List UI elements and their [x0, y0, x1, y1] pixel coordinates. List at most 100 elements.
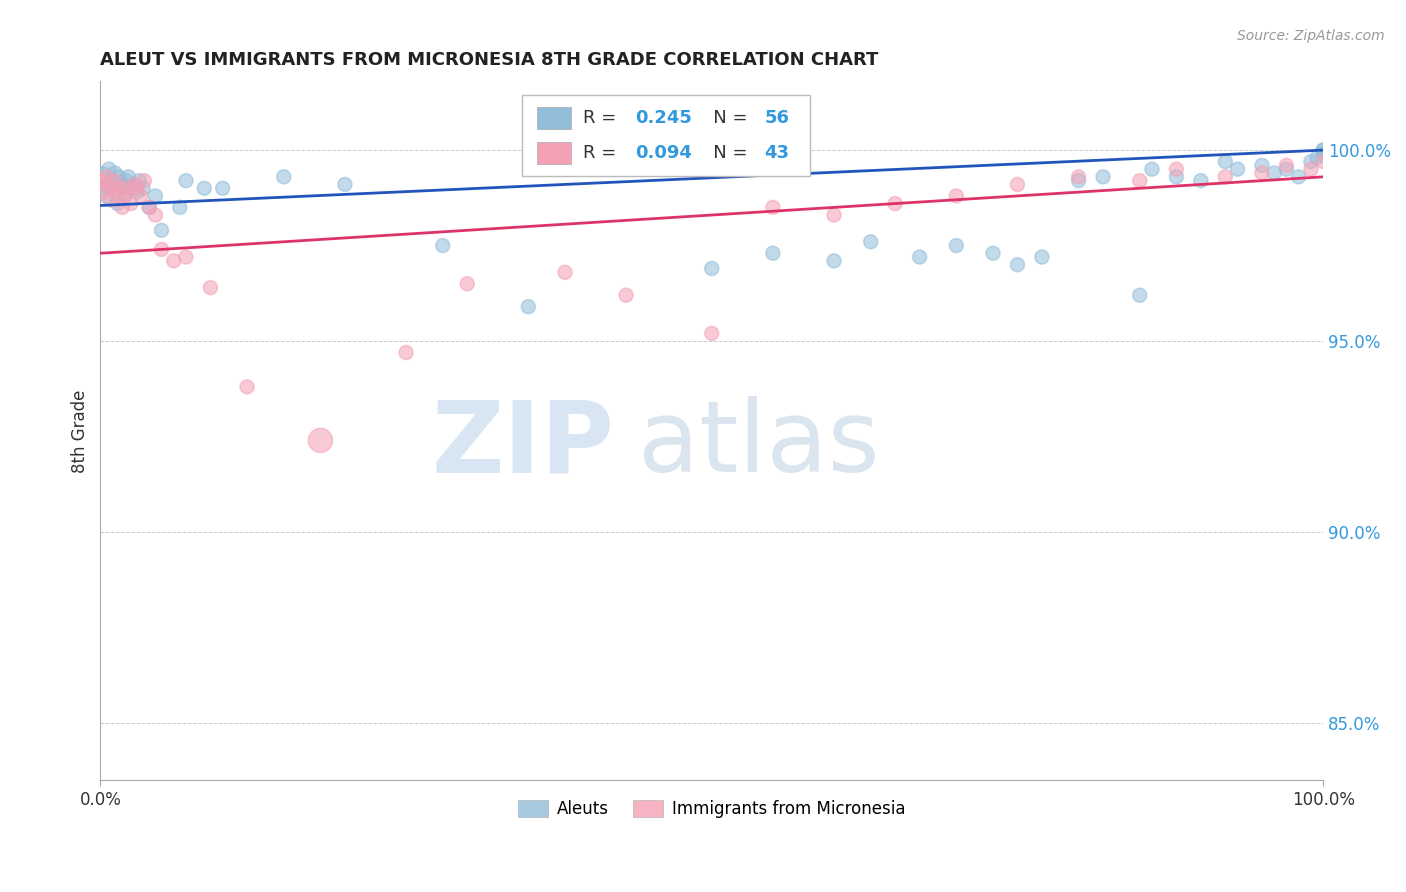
Point	[1275, 158, 1298, 172]
Point	[200, 280, 222, 294]
Text: 0.245: 0.245	[634, 109, 692, 127]
Point	[1166, 162, 1188, 177]
Point	[1129, 174, 1152, 188]
Point	[1226, 162, 1249, 177]
Point	[193, 181, 215, 195]
Point	[150, 243, 173, 257]
Point	[104, 166, 127, 180]
Point	[163, 253, 186, 268]
Point	[884, 196, 907, 211]
Text: N =: N =	[696, 109, 754, 127]
FancyBboxPatch shape	[522, 95, 810, 176]
Point	[96, 169, 118, 184]
Point	[98, 178, 121, 192]
Point	[1312, 147, 1334, 161]
Point	[108, 181, 131, 195]
Text: R =: R =	[583, 109, 623, 127]
Point	[114, 189, 136, 203]
Point	[762, 246, 785, 260]
Point	[1251, 166, 1274, 180]
Point	[124, 178, 146, 192]
Point	[823, 208, 845, 222]
Point	[114, 189, 136, 203]
Point	[981, 246, 1004, 260]
Point	[908, 250, 931, 264]
Point	[138, 200, 160, 214]
Point	[96, 189, 118, 203]
Point	[700, 261, 723, 276]
Point	[93, 185, 115, 199]
Point	[1007, 178, 1029, 192]
Legend: Aleuts, Immigrants from Micronesia: Aleuts, Immigrants from Micronesia	[512, 793, 912, 824]
Point	[174, 174, 197, 188]
Point	[120, 181, 142, 195]
Point	[1306, 151, 1329, 165]
Bar	[537, 107, 571, 129]
Text: 43: 43	[765, 145, 789, 162]
Point	[111, 178, 134, 192]
Point	[1312, 143, 1334, 157]
Text: 0.094: 0.094	[634, 145, 692, 162]
Point	[1263, 166, 1285, 180]
Point	[1299, 162, 1322, 177]
Point	[762, 200, 785, 214]
Point	[174, 250, 197, 264]
Point	[125, 181, 148, 195]
Point	[1031, 250, 1053, 264]
Point	[211, 181, 233, 195]
Point	[93, 181, 115, 195]
Bar	[537, 142, 571, 164]
Point	[1067, 174, 1090, 188]
Point	[117, 169, 139, 184]
Point	[1067, 169, 1090, 184]
Point	[111, 200, 134, 214]
Point	[945, 238, 967, 252]
Point	[145, 208, 167, 222]
Point	[124, 178, 146, 192]
Point	[432, 238, 454, 252]
Point	[1299, 154, 1322, 169]
Point	[97, 162, 120, 177]
Text: N =: N =	[696, 145, 754, 162]
Point	[1213, 154, 1236, 169]
Point	[1213, 169, 1236, 184]
Point	[128, 174, 150, 188]
Point	[107, 169, 129, 184]
Point	[273, 169, 295, 184]
Point	[1312, 143, 1334, 157]
Point	[945, 189, 967, 203]
Point	[91, 169, 114, 184]
Point	[1092, 169, 1115, 184]
Point	[395, 345, 418, 359]
Point	[134, 174, 156, 188]
Point	[614, 288, 637, 302]
Point	[107, 196, 129, 211]
Point	[107, 189, 129, 203]
Point	[120, 196, 142, 211]
Point	[1129, 288, 1152, 302]
Point	[110, 181, 132, 195]
Point	[1275, 162, 1298, 177]
Point	[98, 193, 121, 207]
Point	[1251, 158, 1274, 172]
Point	[1007, 258, 1029, 272]
Point	[554, 265, 576, 279]
Point	[1166, 169, 1188, 184]
Point	[1140, 162, 1163, 177]
Y-axis label: 8th Grade: 8th Grade	[72, 389, 89, 473]
Point	[517, 300, 540, 314]
Text: ALEUT VS IMMIGRANTS FROM MICRONESIA 8TH GRADE CORRELATION CHART: ALEUT VS IMMIGRANTS FROM MICRONESIA 8TH …	[100, 51, 879, 69]
Point	[1312, 154, 1334, 169]
Text: atlas: atlas	[638, 396, 880, 493]
Point	[1288, 169, 1310, 184]
Point	[236, 380, 259, 394]
Text: Source: ZipAtlas.com: Source: ZipAtlas.com	[1237, 29, 1385, 43]
Point	[115, 174, 138, 188]
Point	[129, 189, 152, 203]
Point	[104, 174, 127, 188]
Point	[125, 185, 148, 199]
Point	[90, 174, 112, 188]
Point	[1189, 174, 1212, 188]
Point	[97, 178, 120, 192]
Point	[117, 181, 139, 195]
